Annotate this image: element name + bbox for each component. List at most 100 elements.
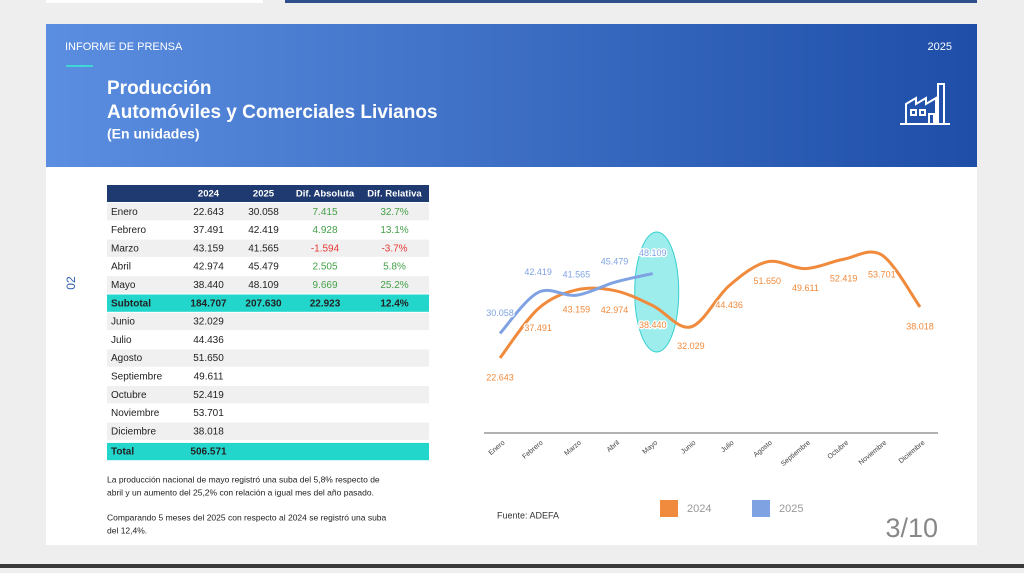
data-label: 45.479 <box>601 257 629 267</box>
row-stripe <box>107 312 429 331</box>
data-label: 44.436 <box>715 300 743 310</box>
data-label: 42.974 <box>601 305 629 315</box>
cell: 22.643 <box>193 207 224 218</box>
data-label: 37.491 <box>524 323 552 333</box>
row-stripe <box>107 422 429 440</box>
cell: 25.2% <box>380 280 408 291</box>
series-line <box>498 250 922 359</box>
cell: 506.571 <box>190 447 227 458</box>
row-label: Total <box>111 447 134 458</box>
data-label: 22.643 <box>486 372 514 382</box>
highlight-ellipse <box>634 231 680 353</box>
legend-swatch <box>752 500 770 517</box>
row-stripe <box>107 203 429 221</box>
cell: 22.923 <box>310 298 341 309</box>
row-stripe <box>107 349 429 367</box>
kicker-underline <box>66 65 93 67</box>
year: 2025 <box>928 41 952 53</box>
row-label: Agosto <box>111 353 143 364</box>
cell: 32.029 <box>193 317 224 328</box>
row-stripe <box>107 386 429 404</box>
bottom-bar <box>0 564 1024 568</box>
cell: 12.4% <box>380 298 408 309</box>
cell: 207.630 <box>245 298 282 309</box>
cell: 51.650 <box>193 353 224 364</box>
row-label: Febrero <box>111 225 146 236</box>
legend-label: 2025 <box>779 503 803 515</box>
cell: 13.1% <box>380 225 408 236</box>
cell: -3.7% <box>381 243 407 254</box>
row-label: Enero <box>111 207 138 218</box>
cell: -1.594 <box>311 243 340 254</box>
row-label: Julio <box>111 335 132 346</box>
header-band <box>46 24 977 167</box>
row-stripe <box>107 276 429 294</box>
cell: 49.611 <box>194 371 224 382</box>
source: Fuente: ADEFA <box>497 510 559 520</box>
series-line <box>498 272 654 335</box>
row-label: Diciembre <box>111 426 156 437</box>
cell: 52.419 <box>193 390 224 401</box>
unit: (En unidades) <box>107 126 200 142</box>
row-label: Marzo <box>111 243 139 254</box>
cell: 2.505 <box>312 262 337 273</box>
data-label: 49.611 <box>792 283 819 293</box>
cell: 32.7% <box>380 207 408 218</box>
data-label: 43.159 <box>563 304 591 314</box>
top-tab <box>46 0 263 3</box>
data-label: 30.058 <box>486 308 514 318</box>
note: La producción nacional de mayo registró … <box>107 474 380 484</box>
column-header: 2025 <box>253 189 275 200</box>
row-label: Octubre <box>111 390 147 401</box>
row-label: Abril <box>111 262 131 273</box>
cell: 53.701 <box>193 408 224 419</box>
top-bar <box>285 0 977 3</box>
data-label: 32.029 <box>677 341 705 351</box>
note: del 12,4%. <box>107 525 147 535</box>
page-number: 3/10 <box>885 513 938 543</box>
row-label: Subtotal <box>111 298 151 309</box>
data-label: 38.440 <box>639 320 667 330</box>
highlight-row <box>107 442 429 461</box>
row-stripe <box>107 239 429 257</box>
data-label: 48.109 <box>639 248 667 258</box>
row-label: Septiembre <box>111 371 163 382</box>
cell: 5.8% <box>383 262 406 273</box>
cell: 37.491 <box>193 225 224 236</box>
cell: 41.565 <box>248 243 279 254</box>
cell: 42.974 <box>193 262 224 273</box>
cell: 44.436 <box>193 335 224 346</box>
column-header: Dif. Relativa <box>367 189 422 200</box>
data-label: 52.419 <box>830 274 858 284</box>
cell: 42.419 <box>248 225 279 236</box>
data-label: 53.701 <box>868 269 896 279</box>
cell: 45.479 <box>248 262 279 273</box>
cell: 38.018 <box>193 426 224 437</box>
row-label: Mayo <box>111 280 136 291</box>
note: Comparando 5 meses del 2025 con respecto… <box>107 512 387 522</box>
section-number: 02 <box>64 276 78 290</box>
data-label: 42.419 <box>524 267 552 277</box>
note: abril y un aumento del 25,2% con relació… <box>107 487 374 497</box>
legend-label: 2024 <box>687 503 711 515</box>
cell: 48.109 <box>248 280 279 291</box>
row-label: Junio <box>111 317 135 328</box>
table-header <box>107 185 429 202</box>
cell: 43.159 <box>193 243 224 254</box>
cell: 4.928 <box>312 225 337 236</box>
cell: 30.058 <box>248 207 279 218</box>
row-label: Noviembre <box>111 408 160 419</box>
highlight-row <box>107 294 429 312</box>
title: Producción <box>107 78 212 99</box>
data-label: 51.650 <box>754 276 782 286</box>
data-label: 38.018 <box>906 321 934 331</box>
cell: 7.415 <box>312 207 337 218</box>
legend-swatch <box>660 500 678 517</box>
kicker: INFORME DE PRENSA <box>65 41 183 53</box>
cell: 184.707 <box>190 298 227 309</box>
subtitle: Automóviles y Comerciales Livianos <box>107 102 438 123</box>
factory-icon <box>900 83 950 125</box>
column-header: Dif. Absoluta <box>296 189 355 200</box>
cell: 9.669 <box>312 280 337 291</box>
